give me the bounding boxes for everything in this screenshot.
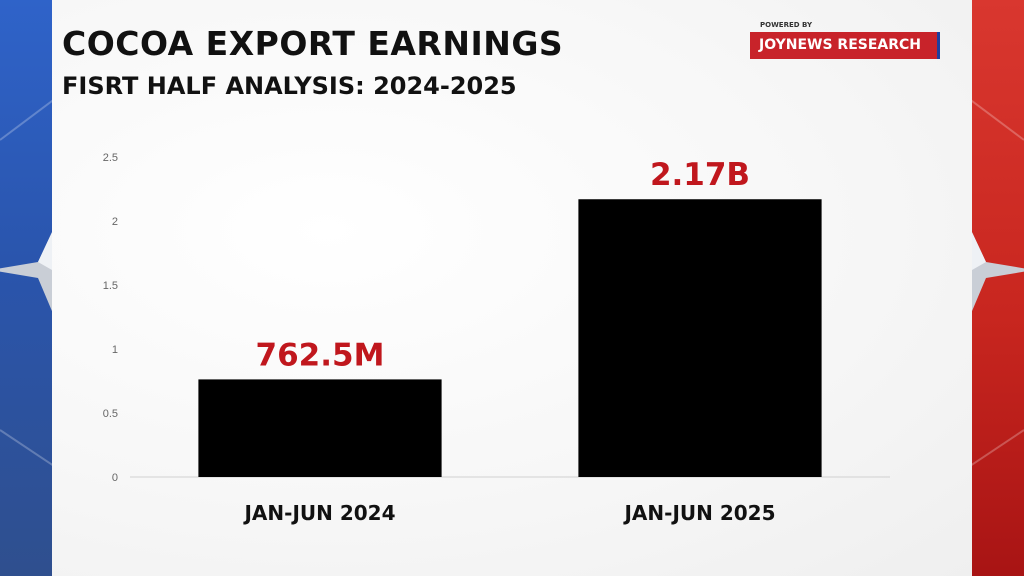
chart-title: COCOA EXPORT EARNINGS [62,24,564,63]
x-category-label: JAN-JUN 2025 [622,501,775,525]
powered-by-label: POWERED BY [760,21,813,29]
y-tick-label: 0 [112,472,118,484]
left-blue-stripe [0,0,52,576]
y-tick-label: 1 [112,344,118,356]
chart-subtitle: FISRT HALF ANALYSIS: 2024-2025 [62,72,517,100]
bar-data-label: 2.17B [650,157,750,193]
chart-bars [198,199,822,478]
chart-labels: 762.5M JAN-JUN 2024 2.17B JAN-JUN 2025 [242,157,775,525]
y-tick-label: 0.5 [103,408,118,420]
y-tick-label: 1.5 [103,280,118,292]
y-tick-label: 2.5 [103,152,118,164]
y-tick-label: 2 [112,216,118,228]
right-red-stripe [972,0,1024,576]
bar [578,199,822,478]
bar [198,379,442,477]
bar-data-label: 762.5M [256,337,385,373]
left-star-icon [0,99,52,466]
x-category-label: JAN-JUN 2024 [242,501,395,525]
brand-badge: JOYNEWS RESEARCH [750,32,940,59]
right-star-icon [972,99,1024,466]
